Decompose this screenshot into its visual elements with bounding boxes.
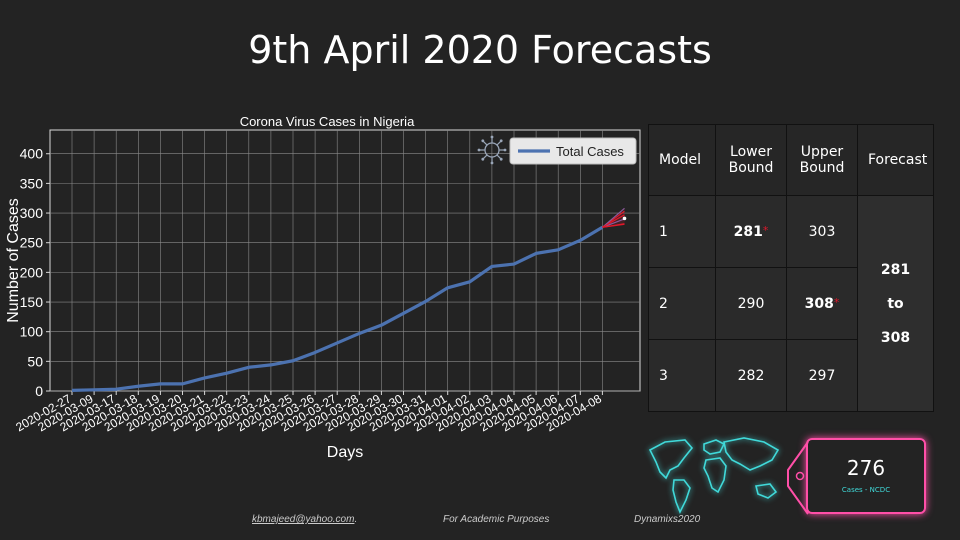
virus-icon-knob bbox=[481, 139, 485, 143]
upper-bound: 308* bbox=[786, 267, 858, 340]
table-row: 3 282 297 bbox=[648, 339, 934, 412]
forecast-range: 281 to 308 bbox=[857, 195, 934, 412]
forecast-ray bbox=[602, 207, 625, 228]
footer-email[interactable]: kbmajeed@yahoo.com bbox=[252, 514, 355, 525]
y-tick-label: 150 bbox=[20, 294, 44, 310]
y-tick-label: 400 bbox=[20, 146, 44, 162]
forecast-ray bbox=[602, 223, 625, 228]
y-tick-label: 200 bbox=[20, 264, 44, 280]
world-map-icon bbox=[640, 430, 790, 520]
header-lower-bound: Lower Bound bbox=[715, 124, 787, 196]
line-chart: Corona Virus Cases in Nigeria 0 50 100 150 20… bbox=[5, 114, 641, 461]
case-count-label: Cases - NCDC bbox=[841, 486, 891, 494]
virus-icon-knob bbox=[490, 161, 494, 165]
y-tick-label: 350 bbox=[20, 175, 44, 191]
y-tick-label: 250 bbox=[20, 235, 44, 251]
virus-icon-spike bbox=[496, 141, 501, 146]
legend-box bbox=[509, 137, 637, 165]
forecast-ray bbox=[602, 218, 625, 228]
forecast-from: 281 bbox=[880, 261, 911, 278]
forecast-to: 308 bbox=[880, 329, 911, 346]
legend: Total Cases bbox=[509, 137, 637, 165]
lower-bound: 290 bbox=[715, 267, 787, 340]
footer-email-wrap: kbmajeed@yahoo.com. bbox=[252, 514, 357, 525]
legend-label: Total Cases bbox=[556, 144, 624, 159]
virus-icon-knob bbox=[490, 135, 494, 139]
header-forecast: Forecast bbox=[857, 124, 934, 196]
y-tick-label: 0 bbox=[35, 383, 43, 399]
y-tick-label: 50 bbox=[27, 353, 43, 369]
y-tick-label: 100 bbox=[20, 324, 44, 340]
forecast-marker bbox=[622, 216, 627, 221]
y-axis-label: Number of Cases bbox=[5, 198, 22, 323]
virus-icon bbox=[477, 135, 507, 165]
forecast-ray bbox=[602, 214, 625, 228]
table-header-row: Model Lower Bound Upper Bound Forecast bbox=[648, 124, 934, 196]
footer-email-suffix: . bbox=[354, 514, 358, 525]
table-row: 2 290 308* bbox=[648, 267, 934, 340]
lower-bound-value: 281 bbox=[733, 223, 763, 240]
model-id: 1 bbox=[648, 195, 716, 268]
plot-area bbox=[49, 129, 641, 392]
model-id: 3 bbox=[648, 339, 716, 412]
upper-bound-value: 308 bbox=[804, 295, 834, 312]
forecast-table: Model Lower Bound Upper Bound Forecast 1… bbox=[648, 124, 934, 412]
footer-purpose: For Academic Purposes bbox=[443, 514, 550, 525]
y-tick-label: 300 bbox=[20, 205, 44, 221]
upper-bound: 297 bbox=[786, 339, 858, 412]
star-mark: * bbox=[833, 295, 840, 309]
star-mark: * bbox=[762, 223, 769, 237]
lower-bound: 282 bbox=[715, 339, 787, 412]
upper-bound: 303 bbox=[786, 195, 858, 268]
virus-icon-spike bbox=[483, 154, 488, 159]
virus-icon-knob bbox=[499, 157, 503, 161]
header-model: Model bbox=[648, 124, 716, 196]
virus-icon-knob bbox=[481, 157, 485, 161]
case-count-badge: 276 Cases - NCDC bbox=[806, 438, 926, 514]
virus-icon-knob bbox=[503, 148, 507, 152]
model-id: 2 bbox=[648, 267, 716, 340]
footer-brand: Dynamixs2020 bbox=[634, 514, 701, 525]
virus-icon-spike bbox=[483, 141, 488, 146]
tag-connector bbox=[787, 441, 809, 515]
table-row: 1 281* 303 281 to 308 bbox=[648, 195, 934, 412]
case-count-value: 276 bbox=[846, 456, 886, 480]
virus-icon-spike bbox=[496, 154, 501, 159]
x-axis-label: Days bbox=[327, 444, 363, 461]
virus-icon-knob bbox=[477, 148, 481, 152]
chart-title: Corona Virus Cases in Nigeria bbox=[240, 114, 415, 129]
virus-icon-knob bbox=[499, 139, 503, 143]
header-upper-bound: Upper Bound bbox=[786, 124, 858, 196]
slide-title: 9th April 2020 Forecasts bbox=[248, 28, 712, 72]
lower-bound: 281* bbox=[715, 195, 787, 268]
forecast-to-word: to bbox=[887, 295, 904, 312]
